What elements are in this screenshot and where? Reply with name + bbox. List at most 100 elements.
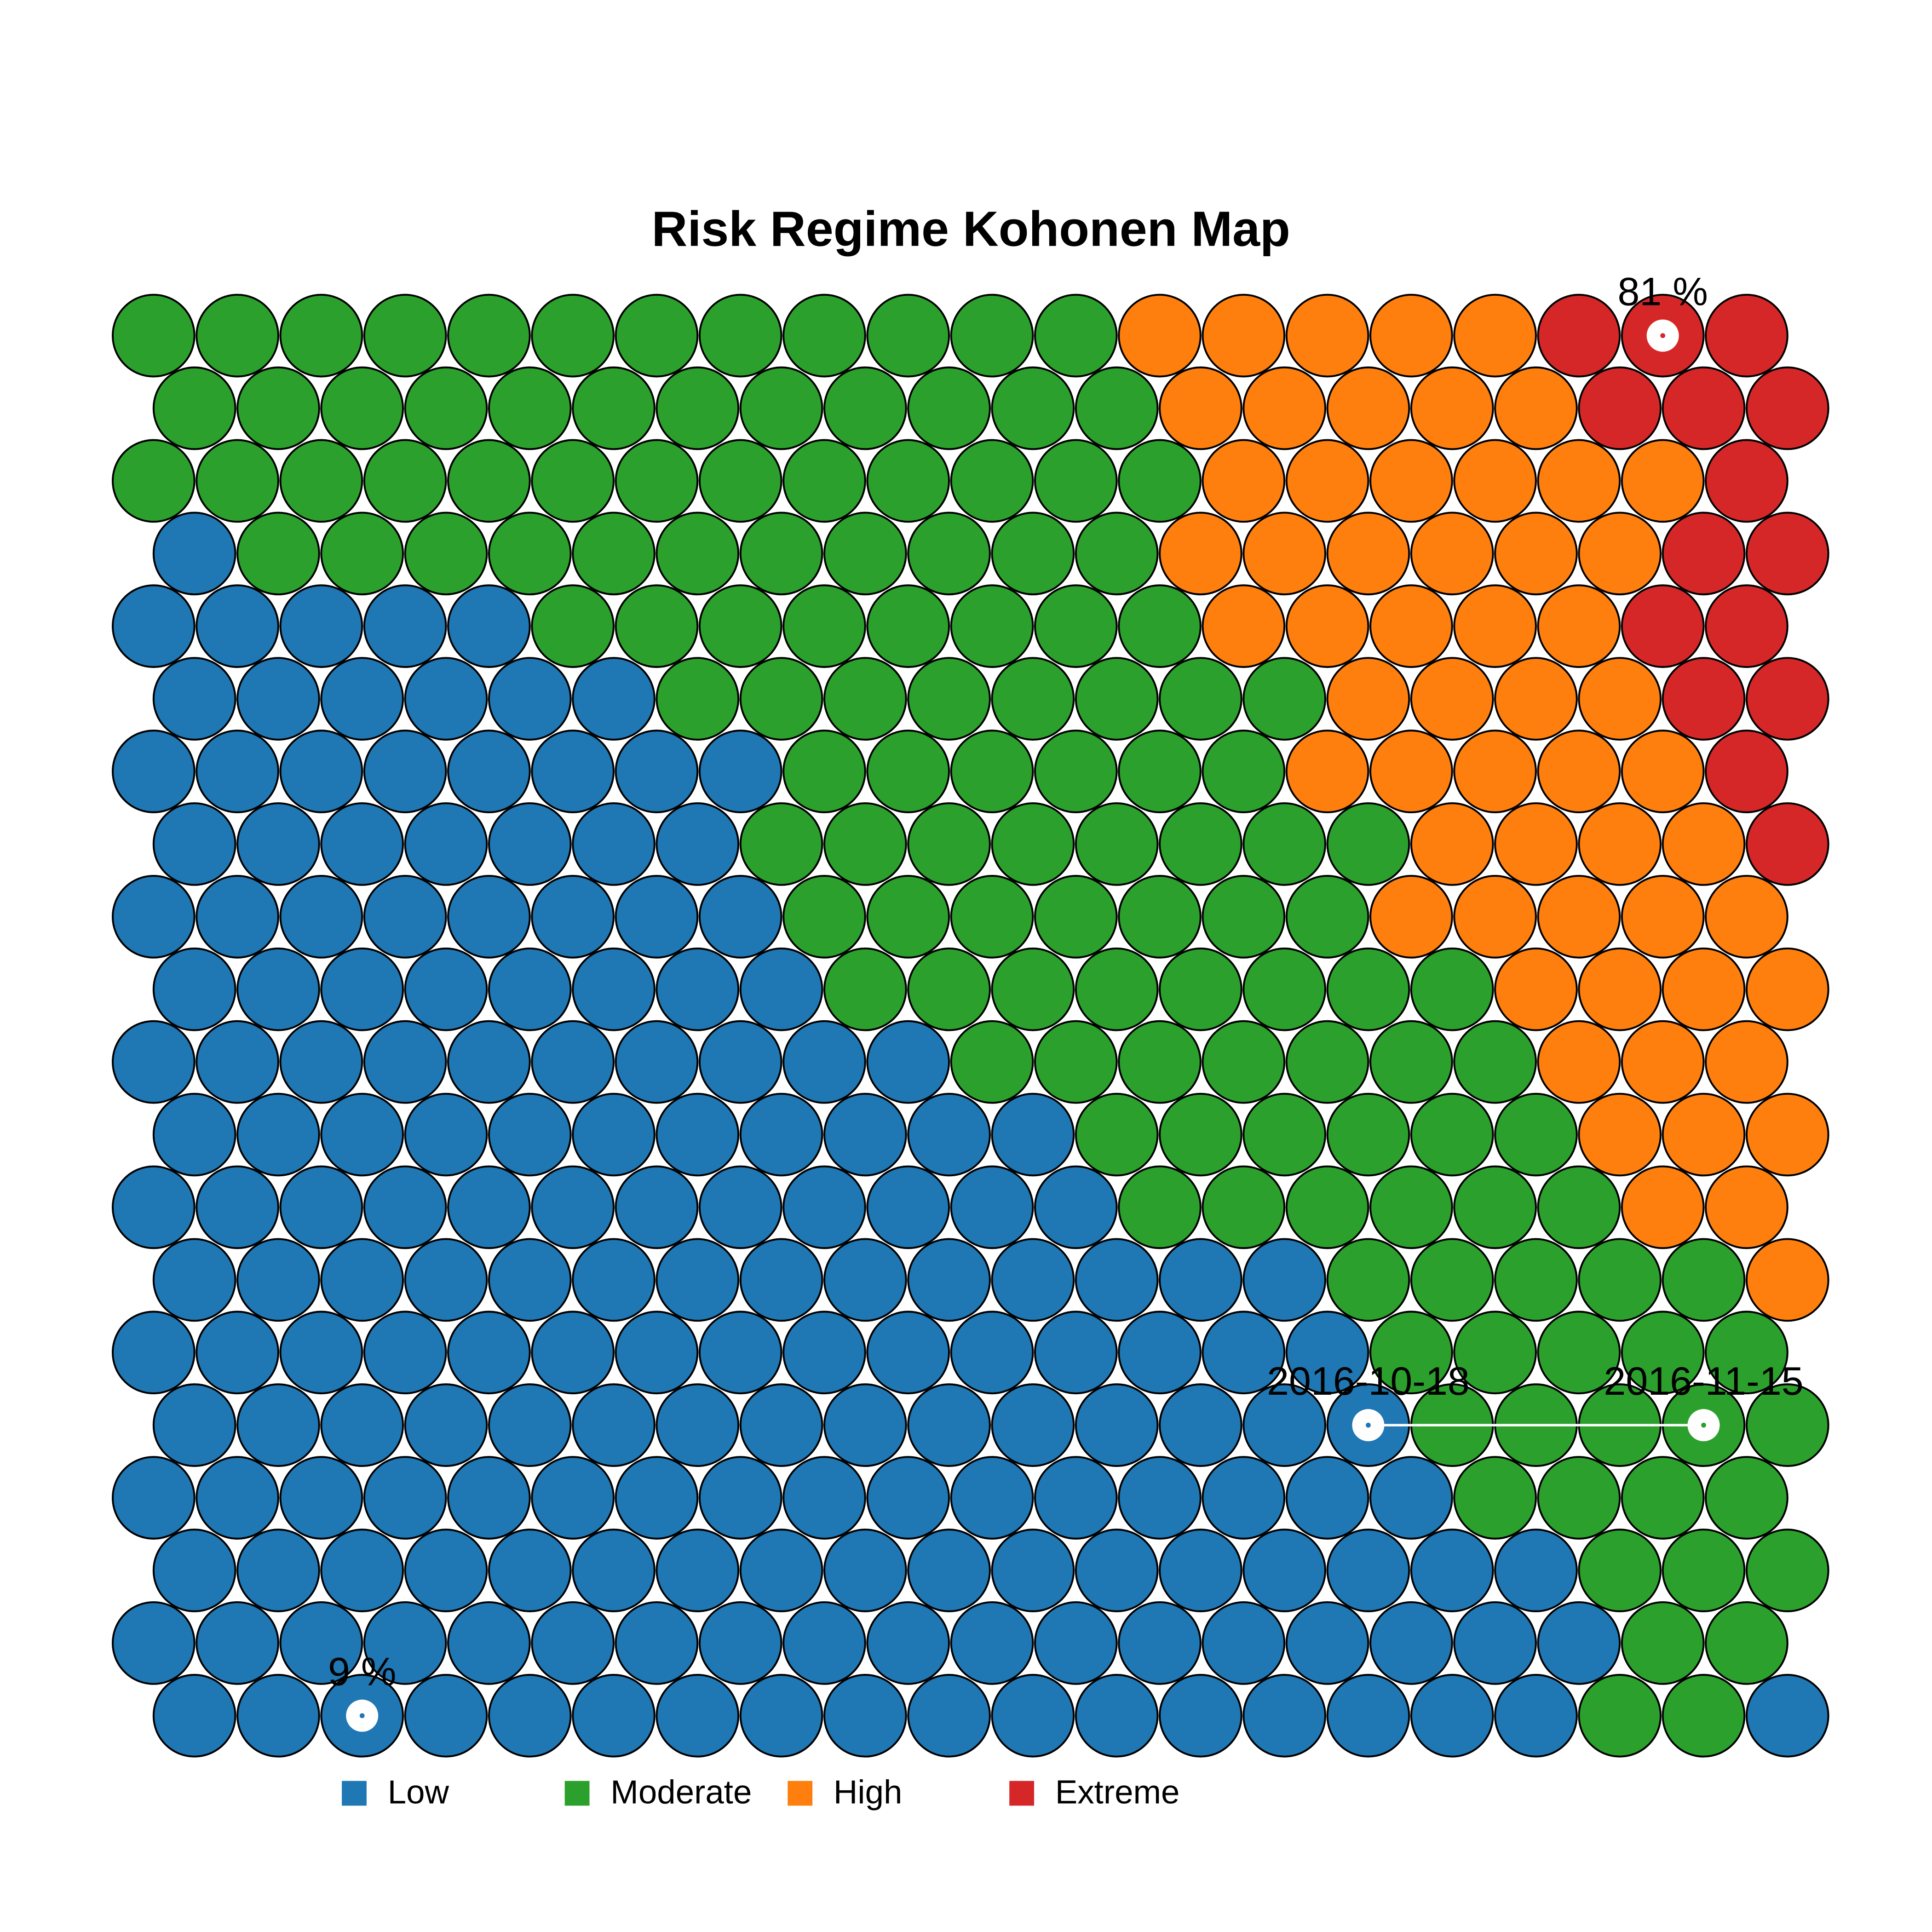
som-cell bbox=[488, 512, 572, 596]
som-cell bbox=[1705, 584, 1788, 668]
som-cell bbox=[1075, 1529, 1159, 1612]
som-cell bbox=[1118, 293, 1202, 378]
som-cell bbox=[615, 1601, 699, 1685]
som-cell bbox=[320, 947, 404, 1031]
som-cell bbox=[1034, 1601, 1118, 1685]
som-cell bbox=[1537, 1601, 1621, 1685]
som-cell bbox=[1705, 730, 1788, 813]
som-cell bbox=[1202, 1456, 1286, 1540]
som-cell bbox=[1453, 1311, 1537, 1395]
som-cell bbox=[739, 657, 823, 741]
som-cell bbox=[1075, 1383, 1159, 1467]
som-cell bbox=[1578, 1092, 1662, 1177]
som-cell bbox=[196, 1456, 279, 1540]
som-cell bbox=[111, 1456, 196, 1540]
som-cell bbox=[866, 730, 950, 813]
som-cell bbox=[447, 1020, 531, 1104]
som-cell bbox=[1662, 657, 1746, 741]
som-cell bbox=[404, 1238, 488, 1322]
som-cell bbox=[739, 1092, 823, 1177]
legend-label: Moderate bbox=[610, 1773, 752, 1811]
som-cell bbox=[279, 1456, 363, 1540]
som-cell bbox=[782, 1601, 866, 1685]
som-cell bbox=[1705, 1165, 1788, 1249]
som-cell bbox=[1118, 439, 1202, 523]
som-cell bbox=[1410, 657, 1494, 741]
som-cell bbox=[698, 1165, 782, 1249]
som-cell bbox=[1285, 1456, 1369, 1540]
som-cell bbox=[572, 802, 656, 886]
som-cell bbox=[488, 1529, 572, 1612]
som-cell bbox=[1242, 802, 1327, 886]
som-cell bbox=[866, 874, 950, 959]
som-cell bbox=[866, 584, 950, 668]
som-cell bbox=[1118, 1456, 1202, 1540]
som-cell bbox=[1745, 1092, 1829, 1177]
som-cell bbox=[196, 293, 279, 378]
som-cell bbox=[531, 1311, 615, 1395]
som-cell bbox=[572, 512, 656, 596]
som-cell bbox=[1285, 439, 1369, 523]
som-cell bbox=[196, 1165, 279, 1249]
som-cell bbox=[1494, 1092, 1578, 1177]
som-cell bbox=[1242, 1383, 1327, 1467]
som-cell bbox=[1537, 1311, 1621, 1395]
som-cell bbox=[1326, 366, 1410, 450]
som-cell bbox=[866, 293, 950, 378]
som-cell bbox=[1242, 1673, 1327, 1758]
som-cell bbox=[1410, 512, 1494, 596]
som-cell bbox=[1034, 1165, 1118, 1249]
som-cell bbox=[1034, 1020, 1118, 1104]
som-cell bbox=[656, 947, 740, 1031]
som-cell bbox=[1705, 1020, 1788, 1104]
som-cell bbox=[1662, 1092, 1746, 1177]
som-cell bbox=[236, 802, 320, 886]
som-cell bbox=[907, 1238, 991, 1322]
som-cell bbox=[1118, 730, 1202, 813]
som-cell bbox=[1453, 584, 1537, 668]
som-cell bbox=[279, 439, 363, 523]
som-cell bbox=[1745, 1673, 1829, 1758]
som-cell bbox=[111, 1311, 196, 1395]
som-cell bbox=[991, 947, 1075, 1031]
som-cell bbox=[1118, 1601, 1202, 1685]
som-cell bbox=[1453, 293, 1537, 378]
som-cell bbox=[1745, 1529, 1829, 1612]
som-cell bbox=[1705, 1601, 1788, 1685]
som-cell bbox=[1494, 657, 1578, 741]
som-cell bbox=[1494, 366, 1578, 450]
som-cell bbox=[950, 439, 1034, 523]
som-cell bbox=[1202, 439, 1286, 523]
som-cell bbox=[866, 1020, 950, 1104]
som-cell bbox=[404, 1529, 488, 1612]
som-cell bbox=[531, 1601, 615, 1685]
som-cell bbox=[572, 1092, 656, 1177]
som-cell bbox=[111, 730, 196, 813]
som-cell bbox=[1369, 1311, 1453, 1395]
som-cell bbox=[823, 1529, 907, 1612]
som-cell bbox=[1242, 1238, 1327, 1322]
som-cell bbox=[1453, 874, 1537, 959]
som-cell bbox=[1118, 1311, 1202, 1395]
som-cell bbox=[1034, 1456, 1118, 1540]
som-cell bbox=[320, 657, 404, 741]
som-cell bbox=[1075, 657, 1159, 741]
som-cell bbox=[196, 439, 279, 523]
som-cell bbox=[1075, 802, 1159, 886]
som-cell bbox=[615, 1456, 699, 1540]
som-cell bbox=[739, 1673, 823, 1758]
som-cell bbox=[656, 1383, 740, 1467]
som-cell bbox=[488, 1673, 572, 1758]
som-cell bbox=[615, 1165, 699, 1249]
som-cell bbox=[279, 1601, 363, 1685]
som-cell bbox=[279, 1165, 363, 1249]
som-cell bbox=[950, 1165, 1034, 1249]
som-cell bbox=[111, 293, 196, 378]
som-cell bbox=[656, 802, 740, 886]
som-cell bbox=[404, 366, 488, 450]
som-cell bbox=[1410, 802, 1494, 886]
som-cell bbox=[991, 366, 1075, 450]
som-cell bbox=[950, 730, 1034, 813]
som-cell bbox=[866, 1601, 950, 1685]
som-cell bbox=[782, 874, 866, 959]
